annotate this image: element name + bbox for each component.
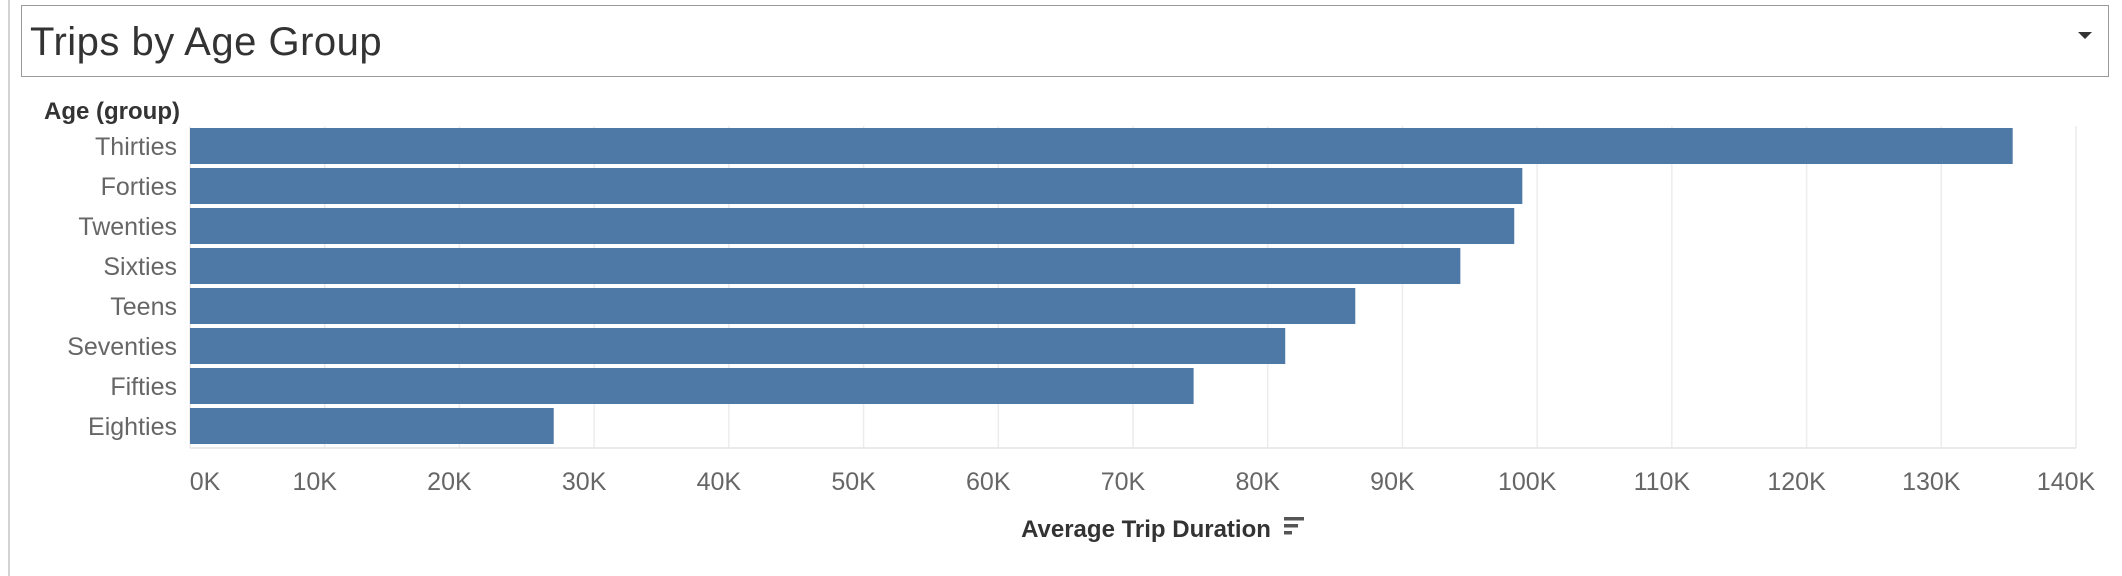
row-header-age-group: Age (group) (44, 98, 180, 125)
category-label: Teens (110, 293, 177, 321)
category-label: Thirties (95, 133, 177, 161)
category-label: Forties (101, 173, 177, 201)
bar-twenties[interactable] (190, 208, 1515, 244)
chart-title: Trips by Age Group (30, 20, 383, 64)
bar-fifties[interactable] (190, 368, 1194, 404)
x-tick-label: 70K (1101, 468, 1146, 496)
x-tick-label: 30K (562, 468, 607, 496)
x-tick-label: 0K (190, 468, 221, 496)
sort-descending-icon[interactable] (1284, 517, 1304, 535)
bar-forties[interactable] (190, 168, 1523, 204)
x-tick-label: 90K (1370, 468, 1415, 496)
panel-left-border (8, 0, 10, 576)
x-tick-label: 20K (427, 468, 472, 496)
bar-teens[interactable] (190, 288, 1356, 324)
x-axis-title: Average Trip Duration (1021, 516, 1271, 543)
x-tick-label: 120K (1767, 468, 1826, 496)
category-label: Sixties (103, 253, 177, 281)
bar-thirties[interactable] (190, 128, 2013, 164)
x-tick-label: 10K (292, 468, 337, 496)
bar-sixties[interactable] (190, 248, 1461, 284)
x-tick-label: 60K (966, 468, 1011, 496)
x-tick-label: 100K (1498, 468, 1557, 496)
bar-eighties[interactable] (190, 408, 554, 444)
bar-seventies[interactable] (190, 328, 1286, 364)
category-label: Seventies (67, 333, 177, 361)
x-tick-label: 110K (1634, 468, 1691, 496)
category-label: Eighties (88, 413, 177, 441)
x-tick-label: 130K (1902, 468, 1961, 496)
category-label: Twenties (78, 213, 177, 241)
x-tick-label: 50K (831, 468, 876, 496)
category-label: Fifties (110, 373, 177, 401)
x-tick-label: 140K (2037, 468, 2096, 496)
title-panel: Trips by Age Group (21, 5, 2109, 77)
dropdown-caret-icon[interactable] (2075, 26, 2095, 46)
x-tick-label: 40K (697, 468, 742, 496)
x-tick-label: 80K (1235, 468, 1280, 496)
